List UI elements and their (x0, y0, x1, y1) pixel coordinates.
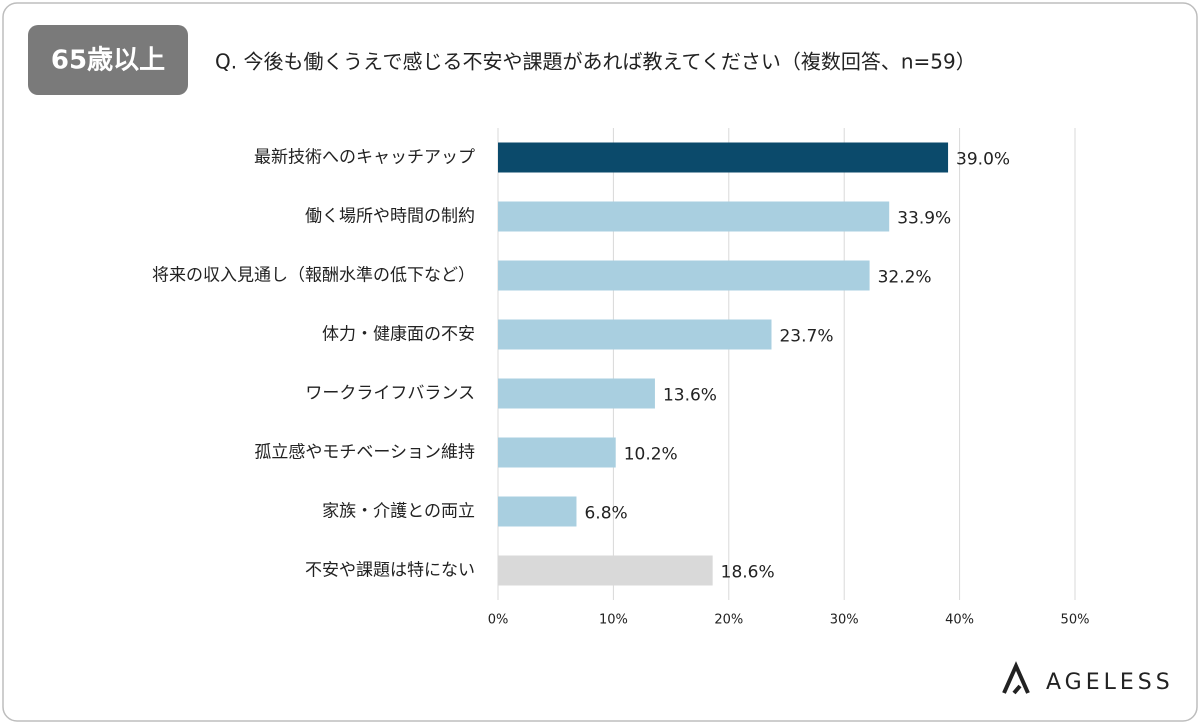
x-tick-label: 50% (1061, 613, 1090, 628)
value-label: 33.9% (897, 209, 951, 229)
value-label: 10.2% (624, 445, 678, 465)
bar (498, 260, 870, 291)
bar (498, 142, 949, 173)
bar (498, 496, 577, 527)
bar (498, 437, 616, 468)
logo: AGELESS (1046, 670, 1174, 695)
y-tick-label: 不安や課題は特にない (305, 561, 475, 581)
y-tick-label: ワークライフバランス (305, 384, 475, 404)
y-tick-label: 家族・介護との両立 (322, 502, 475, 522)
x-tick-label: 30% (830, 613, 859, 628)
y-tick-label: 孤立感やモチベーション維持 (254, 443, 475, 463)
logo-icon (1002, 661, 1030, 695)
bar (498, 555, 713, 586)
y-tick-label: 最新技術へのキャッチアップ (254, 148, 475, 168)
x-tick-label: 0% (488, 613, 509, 628)
value-label: 13.6% (663, 386, 717, 406)
x-tick-label: 40% (945, 613, 974, 628)
y-tick-label: 働く場所や時間の制約 (305, 207, 475, 227)
chart-title: Q. 今後も働くうえで感じる不安や課題があれば教えてください（複数回答、n=59… (215, 50, 976, 74)
value-label: 39.0% (956, 150, 1010, 170)
x-tick-label: 10% (599, 613, 628, 628)
value-label: 6.8% (584, 504, 627, 524)
value-label: 23.7% (779, 327, 833, 347)
value-label: 32.2% (878, 268, 932, 288)
badge: 65歳以上 (51, 46, 165, 76)
x-tick-label: 20% (714, 613, 743, 628)
y-tick-label: 体力・健康面の不安 (322, 325, 475, 345)
bar (498, 378, 655, 409)
badge-box (28, 25, 188, 95)
bar (498, 201, 890, 232)
y-tick-label: 将来の収入見通し（報酬水準の低下など） (152, 266, 475, 286)
value-label: 18.6% (721, 563, 775, 583)
bar (498, 319, 772, 350)
